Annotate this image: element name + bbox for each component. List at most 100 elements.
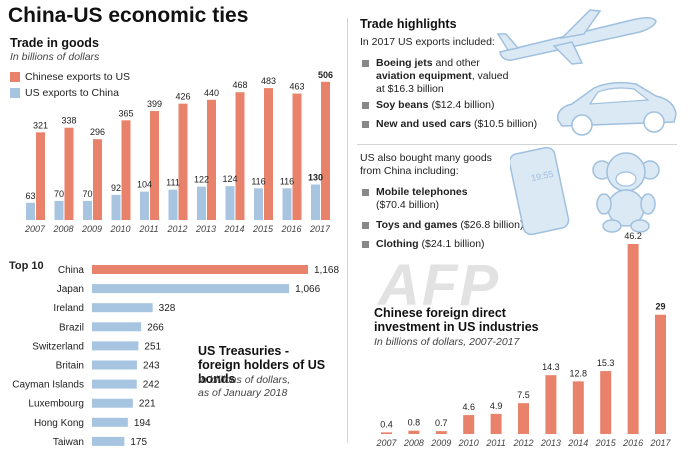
fdi-x-tick-label: 2007 bbox=[375, 438, 397, 448]
country-label: Ireland bbox=[53, 303, 84, 314]
bar-us-exports bbox=[254, 188, 263, 220]
treasury-value-label: 266 bbox=[147, 322, 164, 333]
treasury-chart: China 1,168 Japan 1,066 Ireland 328 Brazil 266 S… bbox=[12, 265, 339, 448]
fdi-value-label: 46.2 bbox=[624, 231, 642, 241]
section-divider bbox=[357, 144, 677, 145]
import-toys-rest: ($26.8 billion) bbox=[457, 219, 524, 231]
legend-china-swatch bbox=[10, 72, 20, 82]
data-label-us: 116 bbox=[251, 176, 265, 186]
data-label-us: 116 bbox=[280, 176, 294, 186]
data-label-us: 70 bbox=[54, 189, 64, 199]
treasury-bar bbox=[92, 379, 137, 389]
highlight-item-soy: Soy beans ($12.4 billion) bbox=[362, 99, 494, 112]
treasury-value-label: 328 bbox=[159, 303, 176, 314]
country-label: Brazil bbox=[59, 322, 84, 333]
fdi-bar bbox=[627, 244, 639, 434]
fdi-value-label: 14.3 bbox=[542, 362, 560, 372]
bar-china-exports bbox=[150, 111, 159, 220]
country-label: Hong Kong bbox=[34, 418, 84, 429]
fdi-bar bbox=[572, 381, 584, 434]
fdi-value-label: 0.4 bbox=[380, 419, 393, 429]
afp-watermark: AFP bbox=[378, 253, 500, 318]
data-label-us: 130 bbox=[308, 173, 323, 183]
treasury-value-label: 243 bbox=[143, 361, 160, 372]
import-item-clothing: Clothing ($24.1 billion) bbox=[362, 238, 485, 251]
fdi-x-tick-label: 2016 bbox=[622, 438, 643, 448]
treasury-bar bbox=[92, 322, 142, 332]
bar-china-exports bbox=[36, 132, 45, 220]
phone-time: 19:55 bbox=[530, 169, 554, 183]
data-label-china: 296 bbox=[90, 127, 105, 137]
fdi-x-tick-label: 2013 bbox=[540, 438, 561, 448]
treasuries-subtitle-1: In billions of dollars, bbox=[198, 374, 291, 386]
import-toys-bold: Toys and games bbox=[376, 219, 458, 231]
fdi-bar bbox=[463, 415, 475, 434]
fdi-value-label: 4.6 bbox=[462, 402, 475, 412]
data-label-china: 365 bbox=[118, 108, 133, 118]
bar-us-exports bbox=[26, 202, 35, 220]
country-label: Switzerland bbox=[32, 341, 84, 352]
data-label-china: 426 bbox=[175, 92, 190, 102]
bar-us-exports bbox=[168, 189, 178, 220]
country-label: Luxembourg bbox=[28, 399, 84, 410]
fdi-x-tick-label: 2010 bbox=[458, 438, 479, 448]
bullet-square bbox=[362, 189, 369, 196]
trade-heading: Trade in goods bbox=[10, 36, 99, 50]
country-label: Taiwan bbox=[53, 437, 84, 448]
highlight-soy-rest: ($12.4 billion) bbox=[428, 99, 495, 111]
country-label: China bbox=[58, 265, 85, 276]
treasury-bar bbox=[92, 341, 139, 351]
import-phones-bold: Mobile telephones bbox=[376, 186, 468, 198]
fdi-subtitle: In billions of dollars, 2007-2017 bbox=[374, 336, 520, 348]
bullet-square bbox=[362, 102, 369, 109]
treasury-bar bbox=[92, 417, 128, 427]
x-tick-label: 2015 bbox=[252, 224, 274, 234]
bar-china-exports bbox=[121, 120, 131, 220]
bar-us-exports bbox=[140, 191, 149, 220]
treasury-bar bbox=[92, 284, 290, 294]
fdi-value-label: 0.7 bbox=[435, 418, 448, 428]
country-label: Britain bbox=[56, 361, 84, 372]
data-label-china: 321 bbox=[33, 120, 48, 130]
fdi-x-tick-label: 2012 bbox=[512, 438, 533, 448]
country-label: Japan bbox=[57, 284, 84, 295]
data-label-us: 124 bbox=[222, 174, 237, 184]
highlight-aviation-rest: , valued at $16.3 billion bbox=[376, 70, 509, 95]
import-clothing-bold: Clothing bbox=[376, 238, 419, 250]
data-label-us: 111 bbox=[166, 178, 180, 188]
bullet-square bbox=[362, 121, 369, 128]
fdi-bar bbox=[490, 413, 502, 434]
treasury-bar bbox=[92, 265, 308, 274]
data-label-us: 122 bbox=[194, 175, 209, 185]
column-divider bbox=[347, 18, 348, 443]
fdi-bar bbox=[655, 314, 666, 434]
fdi-x-tick-label: 2014 bbox=[567, 438, 588, 448]
legend-china: Chinese exports to US bbox=[10, 71, 130, 83]
treasury-bar bbox=[92, 303, 153, 313]
highlight-cars-rest: ($10.5 billion) bbox=[471, 118, 538, 130]
x-tick-label: 2009 bbox=[81, 224, 102, 234]
highlight-aviation-bold: aviation equipment bbox=[376, 70, 472, 82]
bar-us-exports bbox=[225, 186, 235, 220]
fdi-value-label: 15.3 bbox=[597, 358, 615, 368]
bar-china-exports bbox=[321, 81, 330, 220]
bar-us-exports bbox=[83, 200, 92, 220]
data-label-us: 104 bbox=[137, 180, 152, 190]
bar-china-exports bbox=[64, 127, 74, 220]
highlight-item-cars: New and used cars ($10.5 billion) bbox=[362, 118, 537, 131]
bar-us-exports bbox=[197, 186, 206, 220]
fdi-x-tick-label: 2008 bbox=[403, 438, 424, 448]
bar-china-exports bbox=[292, 93, 302, 220]
highlight-boeing-rest: and other bbox=[432, 57, 480, 69]
import-item-phones: Mobile telephones ($70.4 billion) bbox=[362, 186, 468, 212]
trade-chart: 321 63 2007 338 70 2008 296 70 2009 365 92 2010 399 1… bbox=[24, 70, 333, 234]
import-clothing-rest: ($24.1 billion) bbox=[418, 238, 485, 250]
fdi-x-tick-label: 2009 bbox=[430, 438, 451, 448]
highlight-cars-bold: New and used cars bbox=[376, 118, 472, 130]
fdi-value-label: 29 bbox=[655, 302, 665, 312]
treasury-value-label: 1,066 bbox=[295, 284, 320, 295]
fdi-bar bbox=[518, 403, 529, 434]
treasury-bar bbox=[92, 398, 133, 408]
imports-intro: US also bought many goods from China inc… bbox=[360, 152, 492, 177]
